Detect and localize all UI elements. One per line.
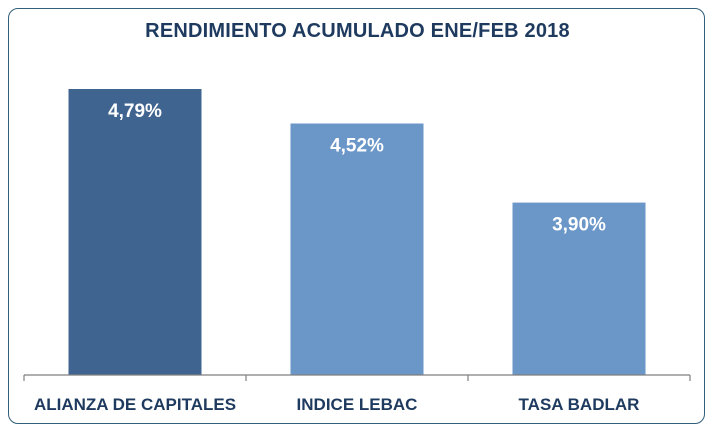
category-label-1: ALIANZA DE CAPITALES	[34, 395, 236, 414]
bar-1	[68, 89, 202, 375]
category-label-3: TASA BADLAR	[519, 395, 640, 414]
bar-2	[290, 123, 424, 375]
chart-title: RENDIMIENTO ACUMULADO ENE/FEB 2018	[145, 20, 570, 42]
bars-group: 4,79% 4,52% 3,90%	[68, 89, 646, 375]
x-axis	[23, 374, 691, 381]
bar-3	[512, 202, 646, 375]
category-labels: ALIANZA DE CAPITALES INDICE LEBAC TASA BAD…	[34, 395, 640, 414]
category-label-2: INDICE LEBAC	[297, 395, 418, 414]
data-label-3: 3,90%	[552, 215, 606, 236]
data-label-1: 4,79%	[108, 101, 162, 122]
data-label-2: 4,52%	[330, 136, 384, 157]
